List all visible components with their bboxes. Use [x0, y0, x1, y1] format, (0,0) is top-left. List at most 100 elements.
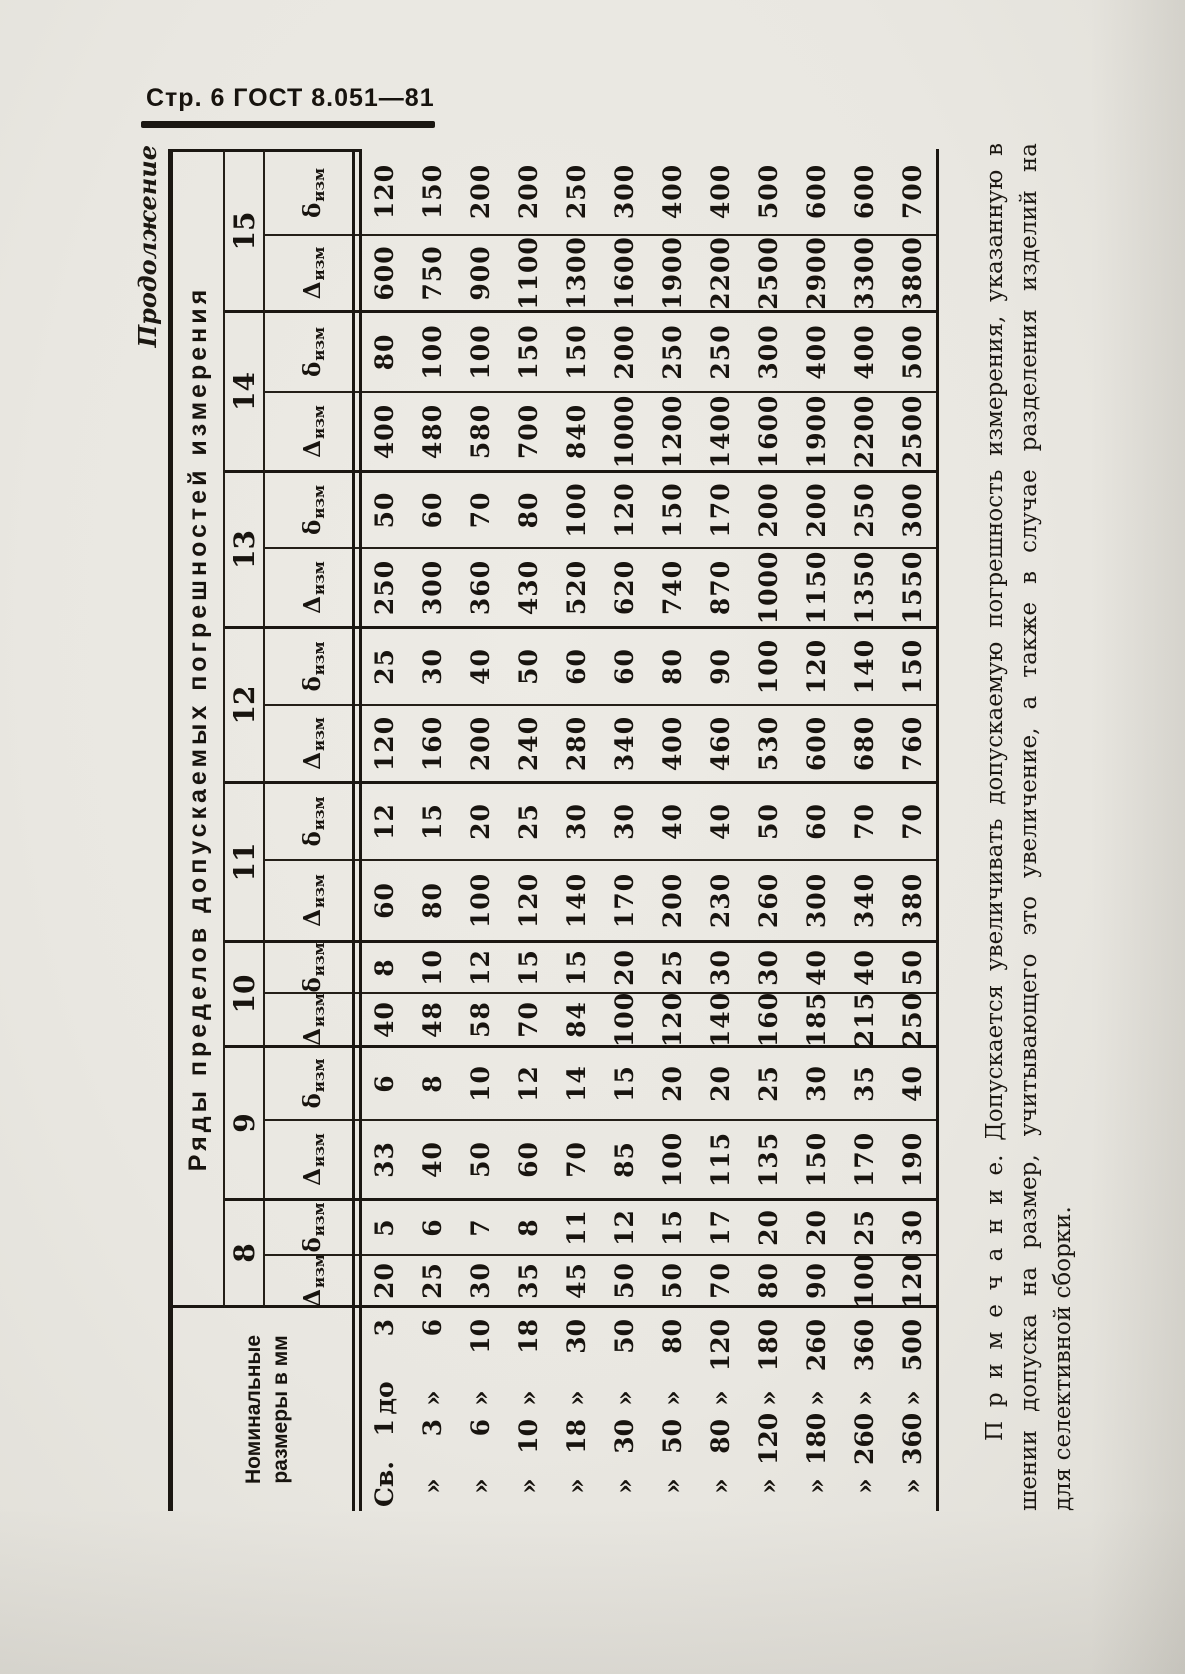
izm-subscript: изм: [309, 1133, 328, 1167]
delta-value-cell: 70: [696, 1256, 744, 1308]
delta-value-cell: 1400: [696, 393, 744, 473]
small-delta-value-cell: 10: [408, 943, 456, 994]
delta-value-cell: 2500: [888, 393, 936, 473]
row-to: 50: [609, 1319, 639, 1354]
delta-value-cell: 48: [408, 994, 456, 1048]
delta-value-cell: 1900: [792, 393, 840, 473]
series-group-title: Ряды пределов допускаемых погрешностей и…: [173, 149, 225, 1308]
small-delta-value-cell: 8: [408, 1048, 456, 1121]
delta-value-cell: 340: [600, 706, 648, 784]
note-line: для селективной сборки.: [1050, 1206, 1076, 1511]
small-delta-value-cell: 250: [696, 313, 744, 393]
delta-value-cell: 760: [888, 706, 936, 784]
delta-value-cell: 120: [360, 706, 408, 784]
delta-value-cell: 150: [792, 1121, 840, 1201]
small-delta-value-cell: 60: [552, 629, 600, 706]
row-prefix: »: [609, 1478, 639, 1494]
small-delta-value-cell: 10: [456, 1048, 504, 1121]
delta-value-cell: 140: [696, 992, 744, 1048]
small-delta-value-cell: 60: [600, 629, 648, 706]
small-delta-value-cell: 100: [552, 473, 600, 549]
delta-value-cell: 700: [504, 393, 552, 473]
izm-subscript: изм: [309, 326, 328, 361]
delta-value-cell: 185: [792, 992, 840, 1048]
row-to: 10: [465, 1319, 495, 1354]
nominal-sizes-header-line1: Номинальные: [241, 1334, 265, 1485]
row-mid: »: [561, 1390, 591, 1406]
delta-value-cell: 600: [792, 706, 840, 784]
row-prefix: »: [561, 1478, 591, 1494]
header-rule: [141, 121, 435, 128]
izm-subscript: изм: [309, 1202, 328, 1237]
row-prefix: »: [849, 1478, 879, 1494]
izm-subscript: изм: [309, 796, 328, 831]
row-to: 120: [705, 1319, 735, 1372]
delta-value-cell: 100: [648, 1121, 696, 1201]
series-number-cell: 9: [225, 1048, 265, 1201]
delta-value-cell: 2200: [840, 393, 888, 473]
small-delta-symbol: δ: [299, 1093, 326, 1109]
small-delta-izm-label: δ изм: [265, 313, 360, 393]
row-mid: »: [513, 1390, 543, 1406]
small-delta-value-cell: 250: [552, 149, 600, 236]
delta-value-cell: 215: [840, 992, 888, 1048]
small-delta-value-cell: 200: [744, 473, 792, 549]
small-delta-value-cell: 500: [744, 149, 792, 236]
small-delta-value-cell: 8: [360, 943, 408, 994]
delta-value-cell: 50: [600, 1256, 648, 1308]
small-delta-value-cell: 20: [696, 1048, 744, 1121]
small-delta-value-cell: 200: [600, 313, 648, 393]
small-delta-value-cell: 60: [408, 473, 456, 549]
row-mid: »: [801, 1390, 831, 1406]
small-delta-value-cell: 300: [600, 149, 648, 236]
delta-symbol: Δ: [299, 1167, 326, 1186]
delta-value-cell: 70: [552, 1121, 600, 1201]
row-prefix: »: [753, 1478, 783, 1494]
small-delta-value-cell: 50: [888, 943, 936, 994]
row-prefix: »: [897, 1478, 927, 1494]
small-delta-value-cell: 600: [792, 149, 840, 236]
delta-symbol: Δ: [299, 439, 326, 458]
series-number-cell: 12: [225, 629, 265, 784]
delta-value-cell: 170: [840, 1121, 888, 1201]
small-delta-value-cell: 80: [360, 313, 408, 393]
delta-value-cell: 1100: [504, 236, 552, 313]
small-delta-value-cell: 20: [456, 784, 504, 861]
rotated-content: Продолжение Номинальные размеры в мм Ряды …: [133, 135, 1093, 1525]
small-delta-value-cell: 250: [840, 473, 888, 549]
delta-value-cell: 200: [648, 861, 696, 943]
delta-value-cell: 20: [360, 1256, 408, 1308]
delta-value-cell: 530: [744, 706, 792, 784]
small-delta-value-cell: 400: [792, 313, 840, 393]
delta-value-cell: 1000: [600, 393, 648, 473]
small-delta-value-cell: 200: [504, 149, 552, 236]
small-delta-value-cell: 200: [456, 149, 504, 236]
small-delta-value-cell: 12: [360, 784, 408, 861]
small-delta-value-cell: 35: [840, 1048, 888, 1121]
small-delta-value-cell: 140: [840, 629, 888, 706]
row-mid: до: [369, 1381, 399, 1415]
row-prefix: »: [465, 1478, 495, 1494]
row-from: 6: [465, 1419, 495, 1437]
small-delta-value-cell: 14: [552, 1048, 600, 1121]
delta-symbol: Δ: [299, 595, 326, 614]
nominal-size-row-label: » 3 » 6: [408, 1308, 456, 1511]
small-delta-value-cell: 80: [504, 473, 552, 549]
small-delta-value-cell: 15: [600, 1048, 648, 1121]
small-delta-value-cell: 15: [408, 784, 456, 861]
row-mid: »: [705, 1390, 735, 1406]
delta-value-cell: 2200: [696, 236, 744, 313]
nominal-size-row-label: » 80 » 120: [696, 1308, 744, 1511]
izm-subscript: изм: [309, 167, 328, 202]
row-prefix: »: [657, 1478, 687, 1494]
series-number-cell: 8: [225, 1201, 265, 1308]
table-grid: Номинальные размеры в мм Ряды пределов доп…: [173, 149, 936, 1511]
small-delta-symbol: δ: [299, 1237, 326, 1253]
row-from: 360: [897, 1412, 927, 1465]
small-delta-value-cell: 100: [408, 313, 456, 393]
delta-value-cell: 870: [696, 549, 744, 629]
delta-value-cell: 1350: [840, 549, 888, 629]
small-delta-value-cell: 100: [744, 629, 792, 706]
